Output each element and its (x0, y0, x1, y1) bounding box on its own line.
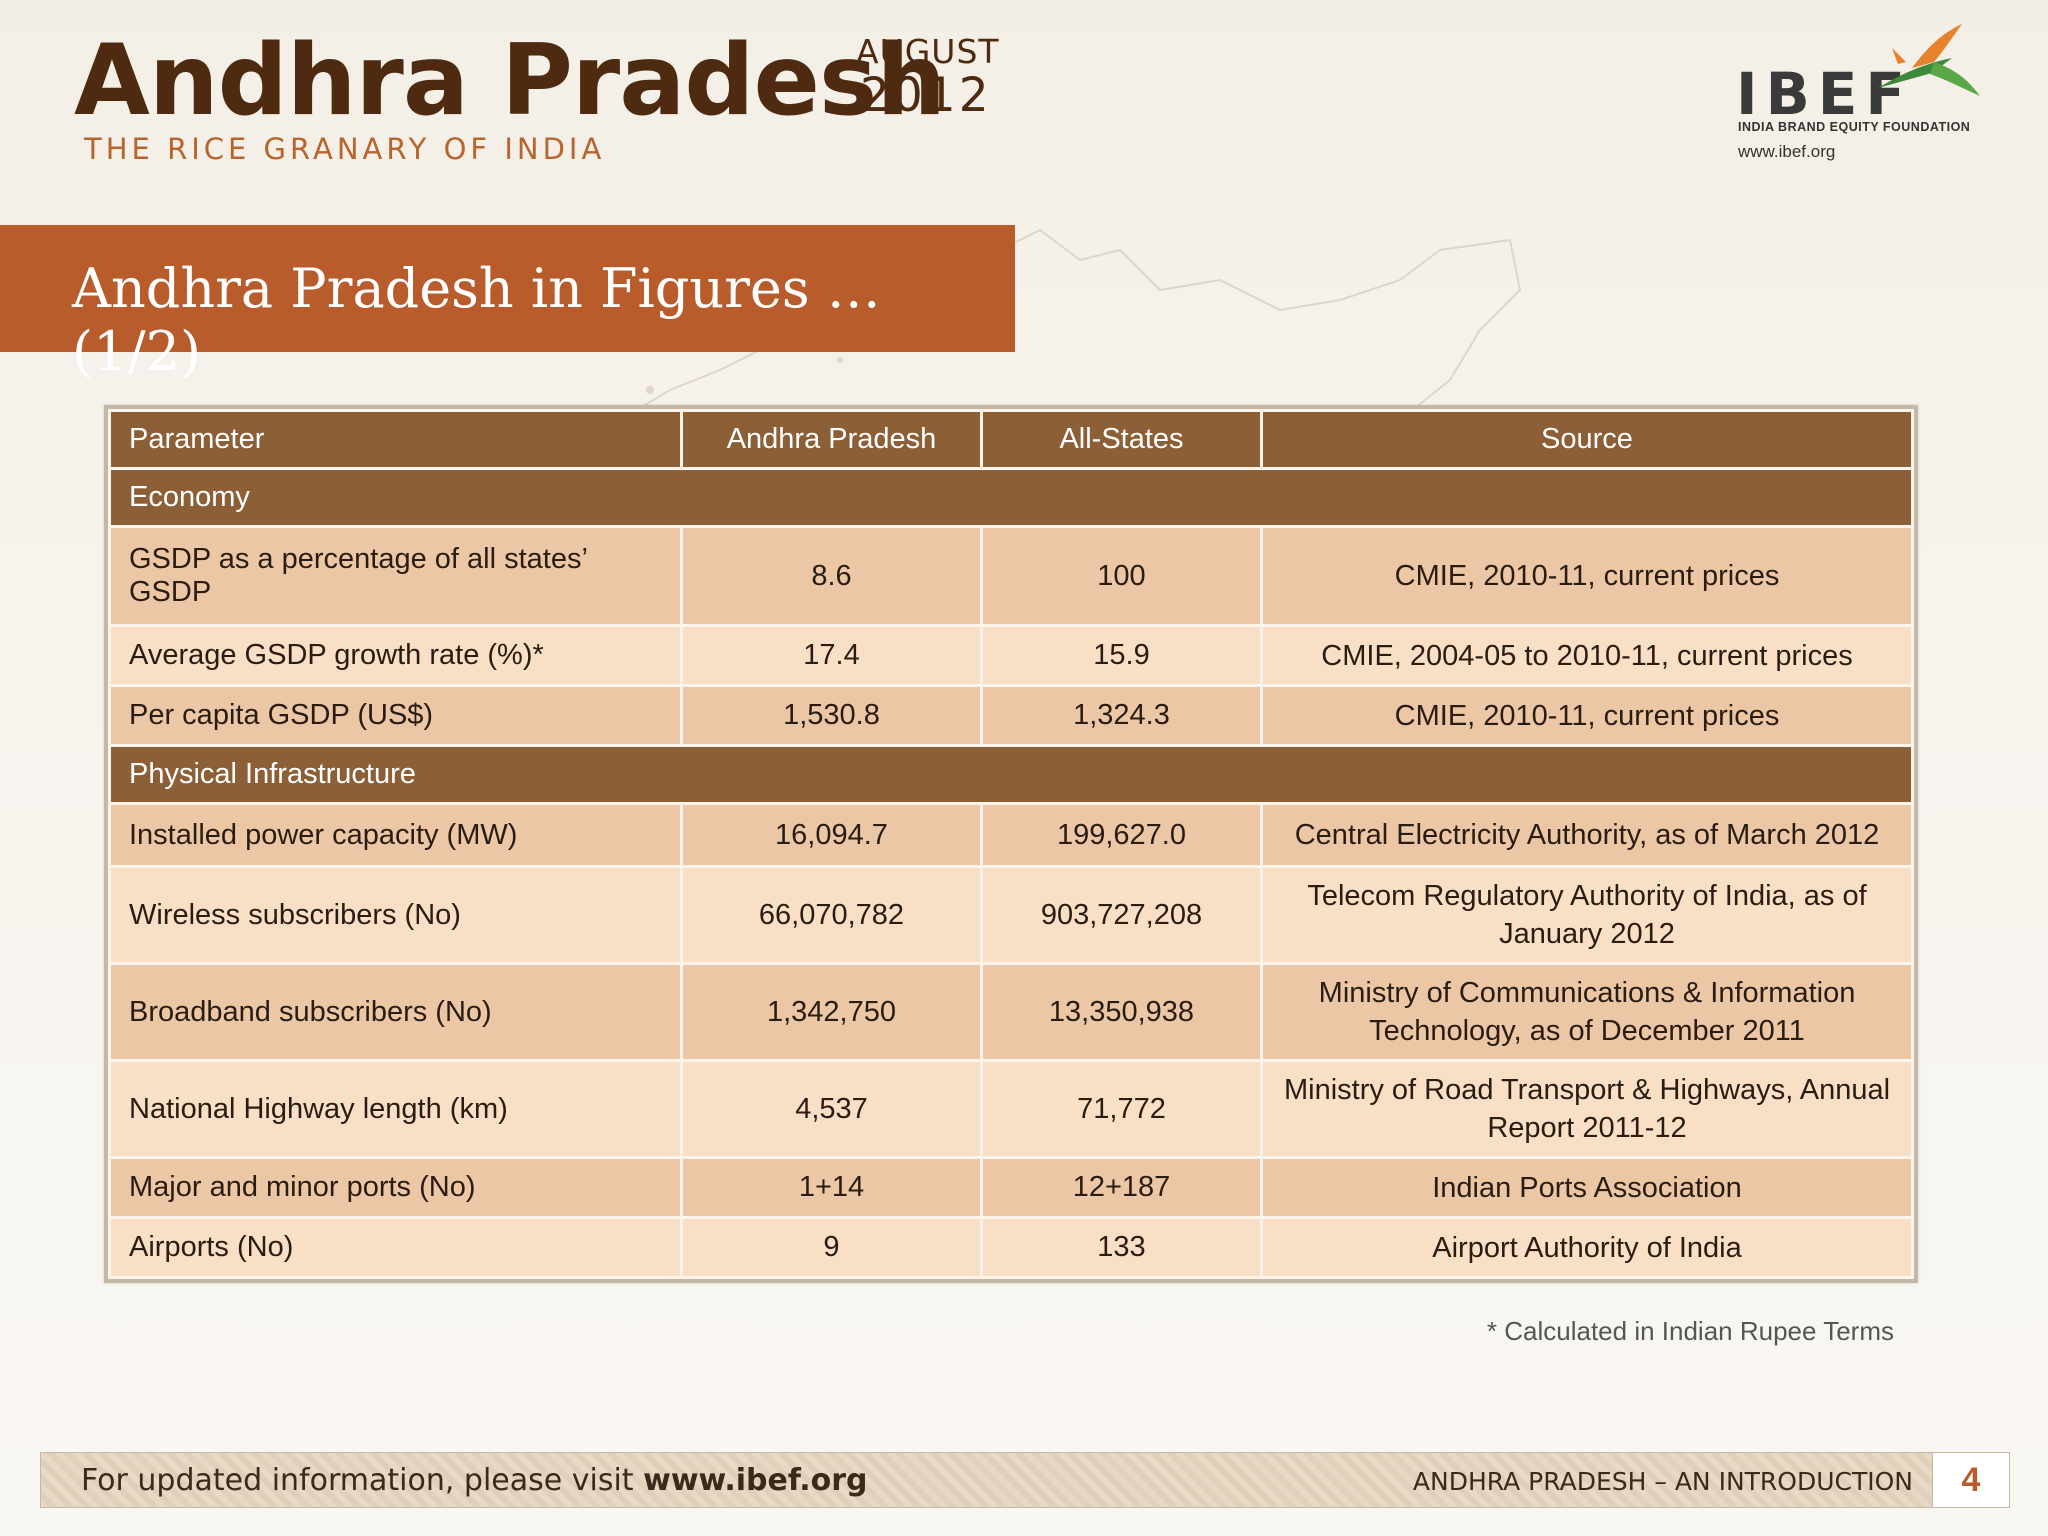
document-title: Andhra Pradesh (74, 24, 946, 138)
source-cell: Ministry of Road Transport & Highways, A… (1260, 1059, 1914, 1159)
footer-info: For updated information, please visit ww… (81, 1463, 868, 1498)
section-banner: Andhra Pradesh in Figures … (1/2) (0, 225, 1015, 383)
column-header: All-States (980, 409, 1263, 470)
parameter-cell: Per capita GSDP (US$) (108, 684, 683, 747)
footer-bar: For updated information, please visit ww… (40, 1452, 2010, 1508)
ibef-logo: IBEF INDIA BRAND EQUITY FOUNDATION www.i… (1736, 18, 1980, 168)
table-row: Broadband subscribers (No) 1,342,750 13,… (108, 962, 1914, 1062)
source-cell: CMIE, 2010-11, current prices (1260, 525, 1914, 627)
source-cell: Indian Ports Association (1260, 1156, 1914, 1219)
state-value-cell: 17.4 (680, 624, 983, 687)
state-value-cell: 1,530.8 (680, 684, 983, 747)
state-value-cell: 8.6 (680, 525, 983, 627)
table-row: National Highway length (km) 4,537 71,77… (108, 1059, 1914, 1159)
footer-link[interactable]: www.ibef.org (643, 1463, 868, 1498)
all-states-value-cell: 199,627.0 (980, 802, 1263, 868)
state-value-cell: 4,537 (680, 1059, 983, 1159)
logo-url[interactable]: www.ibef.org (1738, 142, 1836, 161)
bird-icon (1878, 24, 1980, 96)
all-states-value-cell: 903,727,208 (980, 865, 1263, 965)
figures-table: Parameter Andhra Pradesh All-States Sour… (108, 409, 1914, 1279)
all-states-value-cell: 1,324.3 (980, 684, 1263, 747)
state-value-cell: 1,342,750 (680, 962, 983, 1062)
state-value-cell: 66,070,782 (680, 865, 983, 965)
table-row: Airports (No) 9 133 Airport Authority of… (108, 1216, 1914, 1279)
parameter-cell: GSDP as a percentage of all states’ GSDP (108, 525, 683, 627)
table-row: Per capita GSDP (US$) 1,530.8 1,324.3 CM… (108, 684, 1914, 747)
table-row: Major and minor ports (No) 1+14 12+187 I… (108, 1156, 1914, 1219)
section-label: Economy (108, 467, 1914, 528)
parameter-cell: Major and minor ports (No) (108, 1156, 683, 1219)
source-cell: Central Electricity Authority, as of Mar… (1260, 802, 1914, 868)
all-states-value-cell: 100 (980, 525, 1263, 627)
parameter-cell: Wireless subscribers (No) (108, 865, 683, 965)
all-states-value-cell: 15.9 (980, 624, 1263, 687)
footer-text: For updated information, please visit (81, 1463, 644, 1498)
figures-table-container: Parameter Andhra Pradesh All-States Sour… (104, 405, 1918, 1283)
table-row: GSDP as a percentage of all states’ GSDP… (108, 525, 1914, 627)
footer-document-name: ANDHRA PRADESH – AN INTRODUCTION (1412, 1467, 1913, 1496)
date-year: 2012 (860, 68, 992, 123)
all-states-value-cell: 13,350,938 (980, 962, 1263, 1062)
table-section-row: Economy (108, 467, 1914, 528)
state-value-cell: 16,094.7 (680, 802, 983, 868)
section-title: Andhra Pradesh in Figures … (1/2) (72, 257, 881, 383)
parameter-cell: National Highway length (km) (108, 1059, 683, 1159)
table-row: Wireless subscribers (No) 66,070,782 903… (108, 865, 1914, 965)
all-states-value-cell: 12+187 (980, 1156, 1263, 1219)
table-section-row: Physical Infrastructure (108, 744, 1914, 805)
column-header: Parameter (108, 409, 683, 470)
column-header: Source (1260, 409, 1914, 470)
parameter-cell: Average GSDP growth rate (%)* (108, 624, 683, 687)
document-subtitle: THE RICE GRANARY OF INDIA (84, 132, 606, 166)
source-cell: CMIE, 2004-05 to 2010-11, current prices (1260, 624, 1914, 687)
all-states-value-cell: 71,772 (980, 1059, 1263, 1159)
parameter-cell: Installed power capacity (MW) (108, 802, 683, 868)
date-month: AUGUST (856, 32, 1000, 71)
source-cell: Ministry of Communications & Information… (1260, 962, 1914, 1062)
logo-wordmark: IBEF (1736, 60, 1914, 128)
section-label: Physical Infrastructure (108, 744, 1914, 805)
source-cell: CMIE, 2010-11, current prices (1260, 684, 1914, 747)
table-row: Installed power capacity (MW) 16,094.7 1… (108, 802, 1914, 868)
page-number: 4 (1932, 1453, 2009, 1507)
table-header-row: Parameter Andhra Pradesh All-States Sour… (108, 409, 1914, 470)
source-cell: Telecom Regulatory Authority of India, a… (1260, 865, 1914, 965)
logo-tagline: INDIA BRAND EQUITY FOUNDATION (1738, 120, 1971, 134)
state-value-cell: 9 (680, 1216, 983, 1279)
state-value-cell: 1+14 (680, 1156, 983, 1219)
table-row: Average GSDP growth rate (%)* 17.4 15.9 … (108, 624, 1914, 687)
source-cell: Airport Authority of India (1260, 1216, 1914, 1279)
column-header: Andhra Pradesh (680, 409, 983, 470)
footnote: * Calculated in Indian Rupee Terms (1486, 1316, 1894, 1346)
all-states-value-cell: 133 (980, 1216, 1263, 1279)
parameter-cell: Airports (No) (108, 1216, 683, 1279)
parameter-cell: Broadband subscribers (No) (108, 962, 683, 1062)
